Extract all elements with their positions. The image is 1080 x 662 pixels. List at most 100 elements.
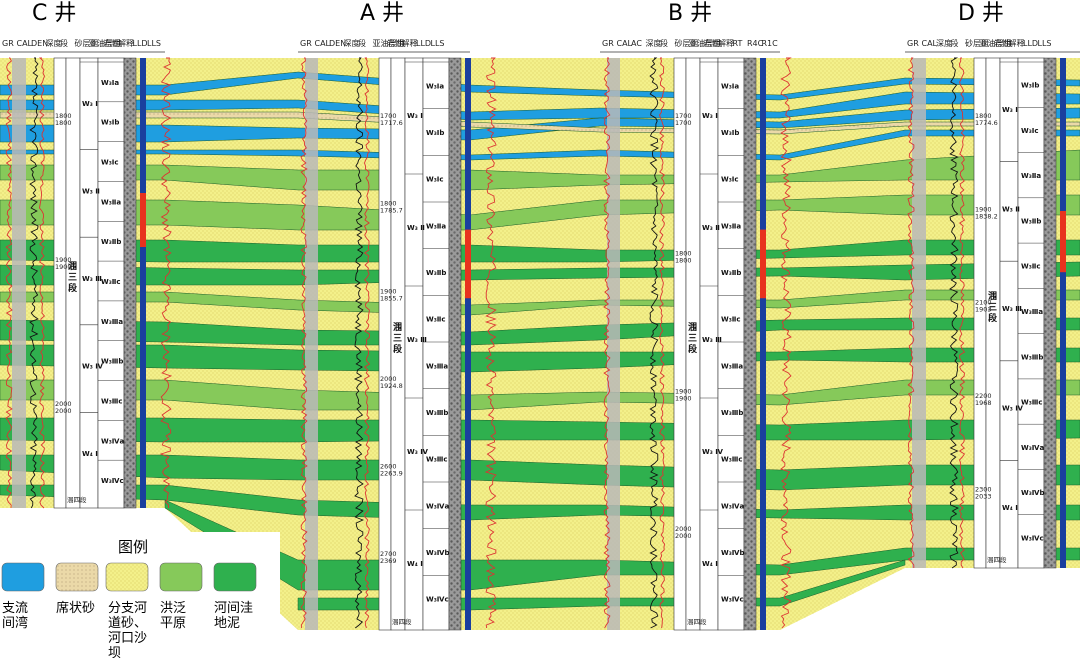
group-label: W₃ Ⅲ [407, 336, 427, 344]
zone-label: W₃Ⅳa [426, 502, 449, 510]
cal-curve [29, 57, 39, 509]
cal-curve [353, 57, 364, 629]
group-label: W₄ Ⅰ [407, 560, 423, 568]
column-header: 岩性 [104, 38, 120, 48]
well-b-interp-oil [760, 229, 766, 299]
well-a-lithology [448, 57, 462, 631]
well-title-b: B 井 [668, 1, 712, 26]
well-b-gr-track [607, 58, 620, 630]
column-header: GR [602, 39, 614, 48]
well-a-interp [465, 58, 471, 630]
group-label: W₃ Ⅰ [702, 112, 718, 120]
legend-label-distributary_bay: 支流 [2, 601, 28, 616]
depth-tick: 1700 [675, 119, 692, 127]
legend-swatch-channel_sand [105, 562, 149, 592]
well-c-gr-track [12, 58, 26, 508]
well-d-zone-col [1017, 57, 1045, 569]
legend-label-interchannel_mud: 河间洼 [214, 601, 253, 616]
zone-label: W₃Ⅰc [1021, 127, 1039, 135]
depth-tick: 1700 [675, 112, 692, 120]
group-label: W₃ Ⅱ [82, 187, 100, 195]
cal-curve [649, 57, 660, 629]
depth-tick: 2100 [975, 299, 992, 307]
column-header: LLD [416, 39, 431, 48]
group-label: W₃ Ⅳ [82, 363, 103, 371]
zone-label: W₃Ⅱc [1021, 263, 1041, 271]
segment-char: 涠 [688, 321, 697, 333]
well-b-group-col [699, 57, 719, 631]
legend-box [0, 532, 280, 658]
depth-tick: 2263.9 [380, 470, 403, 478]
zone-label: W₃Ⅳa [1021, 444, 1044, 452]
bottom-label: 涠四段 [687, 617, 707, 626]
depth-tick: 2000 [675, 525, 692, 533]
zone-label: W₃Ⅱa [426, 222, 446, 230]
column-header: LLS [431, 39, 445, 48]
column-header: 深度 [46, 38, 62, 48]
column-header: 段 [60, 38, 68, 48]
depth-tick: 2000 [55, 407, 72, 415]
legend-label-channel_sand: 分支河 [108, 601, 147, 616]
well-d-interp [1060, 58, 1066, 568]
zone-label: W₃Ⅱc [101, 278, 121, 286]
well-c-group-col [79, 57, 99, 509]
zone-label: W₃Ⅱc [426, 316, 446, 324]
well-title-a: A 井 [360, 1, 404, 26]
res-curve [484, 57, 497, 629]
segment-char: 段 [393, 343, 403, 355]
column-header: DEN [329, 39, 346, 48]
depth-tick: 1774.6 [975, 119, 998, 127]
column-header: 段 [660, 38, 668, 48]
column-header: LLD [1023, 39, 1038, 48]
well-columns: W₃Ⅰa W₃Ⅰb W₃Ⅰc W₃Ⅱa W₃Ⅱb W₃Ⅱc W₃Ⅲa W₃Ⅲb W₃Ⅲc W₃Ⅳa… [0, 38, 1080, 631]
depth-tick: 1800 [55, 112, 72, 120]
den-curve [363, 57, 371, 629]
well-b-depth-col [673, 57, 687, 631]
zone-label: W₃Ⅲb [721, 409, 743, 417]
legend-label-channel_sand: 河口沙 [108, 631, 147, 646]
column-header: CAL [922, 39, 938, 48]
well-c-zone-col [97, 57, 125, 509]
legend-swatch-flood_plain [159, 562, 203, 592]
column-header: 岩性 [387, 38, 403, 48]
well-title-c: C 井 [32, 1, 76, 26]
column-header: 岩性 [704, 38, 720, 48]
zone-label: W₃Ⅰb [721, 129, 739, 137]
segment-char: 涠 [68, 260, 77, 272]
legend-label-channel_sand: 道砂、 [108, 616, 147, 631]
column-header: 解释 [1009, 38, 1025, 48]
zone-label: W₃Ⅳb [721, 549, 745, 557]
den-curve [38, 57, 46, 509]
group-label: W₃ Ⅰ [1002, 106, 1018, 114]
field-a-b [470, 58, 600, 630]
group-label: W₃ Ⅰ [82, 100, 98, 108]
legend-label-distributary_bay: 间湾 [2, 615, 28, 631]
depth-tick: 1900 [55, 263, 72, 271]
depth-tick: 1800 [975, 112, 992, 120]
bottom-label: 涠四段 [67, 495, 87, 504]
res-curve [779, 57, 792, 629]
legend-swatch-sheet_sand [55, 562, 99, 592]
column-header: 段 [358, 38, 366, 48]
depth-tick: 1838.2 [975, 212, 998, 220]
zone-label: W₃Ⅳc [1021, 534, 1044, 542]
group-label: W₃ Ⅲ [1002, 305, 1022, 313]
column-header: 砂层组 [965, 38, 989, 48]
group-label: W₄ Ⅰ [702, 560, 718, 568]
segment-char: 三 [393, 333, 402, 344]
zone-label: W₃Ⅲc [426, 456, 448, 464]
column-header: 解释 [718, 38, 734, 48]
zone-label: W₃Ⅲa [426, 362, 448, 370]
column-header: DEN [31, 39, 48, 48]
zone-label: W₃Ⅲc [721, 456, 743, 464]
segment-char: 三 [688, 333, 697, 344]
depth-tick: 1700 [380, 112, 397, 120]
group-label: W₃ Ⅲ [702, 336, 722, 344]
well-a-gr-track [305, 58, 318, 630]
depth-tick: 2300 [975, 485, 992, 493]
legend-label-channel_sand: 坝 [108, 646, 121, 658]
group-label: W₃ Ⅱ [407, 224, 425, 232]
column-header: RT [733, 39, 743, 48]
bottom-label: 涠四段 [392, 617, 412, 626]
